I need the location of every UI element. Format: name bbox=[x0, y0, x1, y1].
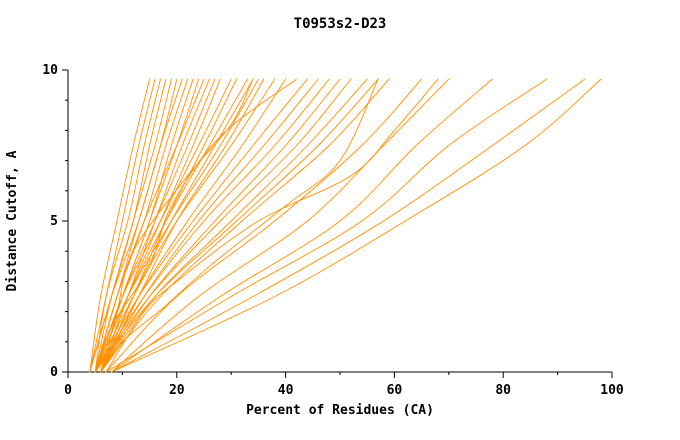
y-axis-label: Distance Cutoff, A bbox=[5, 150, 20, 291]
x-tick-label: 100 bbox=[600, 383, 624, 398]
gdt-curve bbox=[105, 78, 439, 373]
x-axis-label: Percent of Residues (CA) bbox=[246, 403, 434, 418]
gdt-curve bbox=[100, 78, 368, 373]
gdt-curve bbox=[94, 78, 248, 373]
gdt-curve bbox=[94, 78, 297, 373]
x-tick-label: 60 bbox=[387, 383, 403, 398]
gdt-curve bbox=[94, 78, 379, 373]
gdt-curve bbox=[105, 78, 423, 373]
gdt-curve bbox=[94, 78, 330, 373]
gdt-curve bbox=[111, 78, 602, 373]
series-group bbox=[89, 78, 602, 373]
gdt-curve bbox=[94, 78, 259, 373]
gdt-curve bbox=[100, 78, 390, 373]
y-tick-label: 5 bbox=[50, 214, 58, 229]
gdt-curve bbox=[111, 78, 586, 373]
gdt-curve bbox=[89, 78, 156, 373]
gdt-curve bbox=[94, 78, 161, 373]
x-tick-label: 80 bbox=[495, 383, 511, 398]
gdt-curve bbox=[100, 78, 287, 373]
gdt-curve bbox=[94, 78, 352, 373]
ticks-group bbox=[62, 69, 613, 378]
gdt-curve bbox=[100, 78, 319, 373]
gdt-curve bbox=[111, 78, 493, 373]
x-tick-label: 20 bbox=[169, 383, 185, 398]
gdt-curve bbox=[89, 78, 183, 373]
gdt-curve bbox=[100, 78, 254, 373]
gdt-curve bbox=[105, 78, 548, 373]
x-tick-label: 40 bbox=[278, 383, 294, 398]
gdt-curve bbox=[100, 78, 379, 373]
chart-title: T0953s2-D23 bbox=[294, 16, 387, 32]
gdt-curve bbox=[89, 78, 151, 373]
gdt-curve bbox=[100, 78, 341, 373]
gdt-curve bbox=[94, 78, 172, 373]
gdt-curve bbox=[94, 78, 232, 373]
x-tick-label: 0 bbox=[64, 383, 72, 398]
gdt-curve bbox=[111, 78, 450, 373]
y-tick-label: 0 bbox=[50, 365, 58, 380]
y-tick-label: 10 bbox=[42, 63, 58, 78]
tick-labels-group: 0 20 40 60 80 100 0 5 10 bbox=[42, 63, 624, 398]
gdt-curve bbox=[94, 78, 205, 373]
gdt-curve bbox=[94, 78, 308, 373]
gdt-curve bbox=[94, 78, 276, 373]
